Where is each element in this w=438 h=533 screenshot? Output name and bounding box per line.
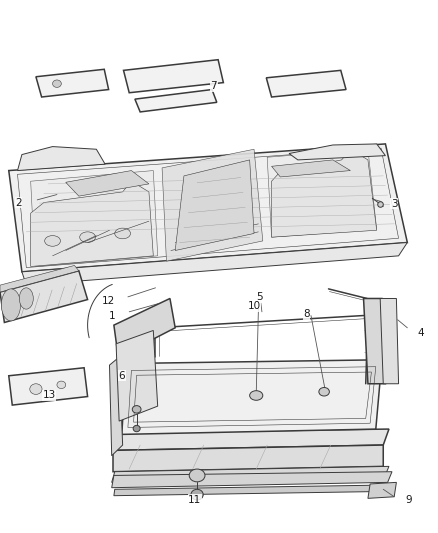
Text: 9: 9 xyxy=(405,495,412,505)
Polygon shape xyxy=(0,271,88,322)
Text: 7: 7 xyxy=(210,82,217,91)
Text: 6: 6 xyxy=(118,371,125,381)
Polygon shape xyxy=(9,368,88,405)
Text: 3: 3 xyxy=(391,199,398,208)
Polygon shape xyxy=(114,485,386,496)
Polygon shape xyxy=(266,70,346,97)
Polygon shape xyxy=(18,147,105,171)
Polygon shape xyxy=(31,181,153,266)
Polygon shape xyxy=(0,265,79,292)
Polygon shape xyxy=(135,90,217,112)
Polygon shape xyxy=(116,330,158,421)
Ellipse shape xyxy=(250,391,263,400)
Ellipse shape xyxy=(30,384,42,394)
Polygon shape xyxy=(272,160,350,177)
Text: 12: 12 xyxy=(102,296,115,306)
Ellipse shape xyxy=(132,406,141,413)
Text: 1: 1 xyxy=(108,311,115,320)
Text: 11: 11 xyxy=(188,495,201,505)
Ellipse shape xyxy=(133,425,140,432)
Polygon shape xyxy=(22,243,407,285)
Polygon shape xyxy=(289,144,385,160)
Polygon shape xyxy=(175,160,254,251)
Ellipse shape xyxy=(57,381,66,389)
Polygon shape xyxy=(380,298,399,384)
Polygon shape xyxy=(364,298,385,384)
Ellipse shape xyxy=(319,387,329,396)
Text: 2: 2 xyxy=(15,198,22,207)
Polygon shape xyxy=(267,149,377,237)
Polygon shape xyxy=(113,445,383,472)
Text: 5: 5 xyxy=(256,293,263,302)
Ellipse shape xyxy=(45,236,60,246)
Text: 10: 10 xyxy=(247,302,261,311)
Ellipse shape xyxy=(1,289,21,321)
Polygon shape xyxy=(66,171,149,196)
Polygon shape xyxy=(124,60,223,93)
Ellipse shape xyxy=(191,489,203,500)
Ellipse shape xyxy=(19,288,33,309)
Polygon shape xyxy=(113,429,389,450)
Polygon shape xyxy=(112,472,392,488)
Polygon shape xyxy=(36,69,109,97)
Ellipse shape xyxy=(53,80,61,87)
Polygon shape xyxy=(122,360,382,434)
Text: 13: 13 xyxy=(42,391,56,400)
Polygon shape xyxy=(368,482,396,498)
Ellipse shape xyxy=(80,232,95,243)
Polygon shape xyxy=(162,149,263,261)
Polygon shape xyxy=(9,144,407,272)
Text: 8: 8 xyxy=(303,310,310,319)
Polygon shape xyxy=(112,466,389,482)
Text: 4: 4 xyxy=(417,328,424,338)
Ellipse shape xyxy=(189,469,205,482)
Polygon shape xyxy=(31,171,158,266)
Polygon shape xyxy=(272,149,377,237)
Ellipse shape xyxy=(115,228,131,239)
Polygon shape xyxy=(110,357,123,456)
Polygon shape xyxy=(114,298,175,357)
